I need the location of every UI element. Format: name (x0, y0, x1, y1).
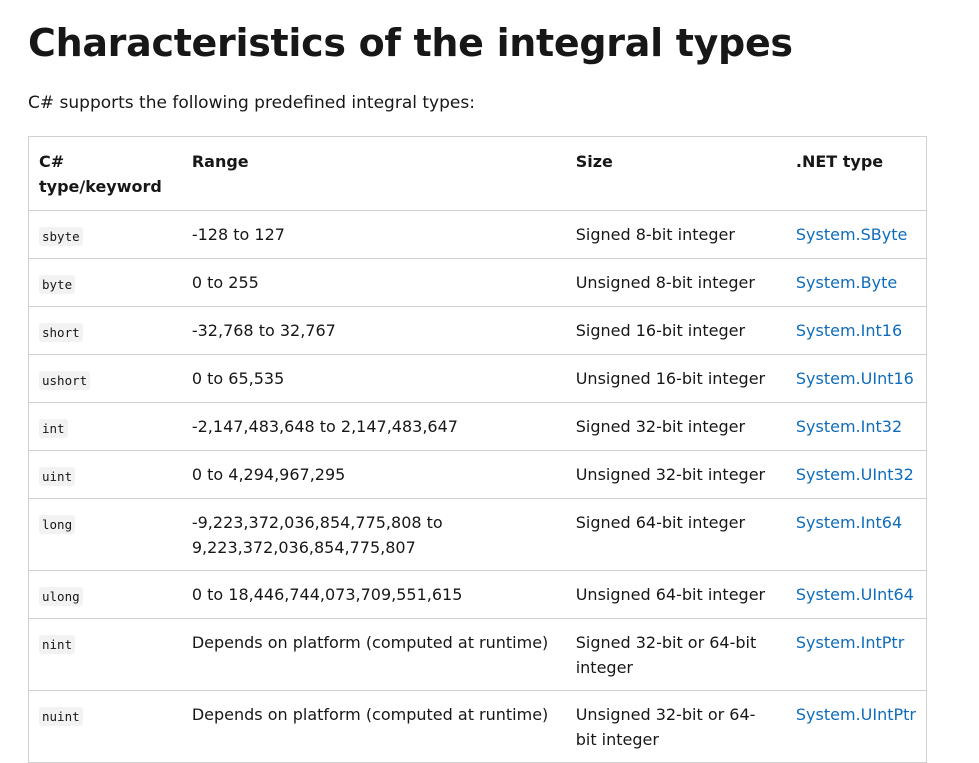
net-type-link[interactable]: System.UIntPtr (795, 705, 916, 724)
keyword-code: sbyte (39, 227, 83, 246)
keyword-cell: long (28, 498, 182, 571)
size-cell: Unsigned 64-bit integer (565, 570, 786, 619)
table-row: sbyte -128 to 127 Signed 8-bit integer S… (28, 210, 927, 259)
keyword-code: ushort (39, 371, 91, 390)
table-header-row: C# type/keyword Range Size .NET type (28, 136, 927, 211)
keyword-cell: short (28, 306, 182, 355)
size-cell: Unsigned 32-bit integer (565, 450, 786, 499)
size-cell: Signed 32-bit or 64-bit integer (565, 618, 786, 691)
header-range: Range (181, 136, 566, 211)
net-type-cell: System.UInt16 (785, 354, 927, 403)
keyword-cell: nuint (28, 690, 182, 763)
keyword-code: ulong (39, 587, 83, 606)
keyword-code: nint (39, 635, 76, 654)
table-row: int -2,147,483,648 to 2,147,483,647 Sign… (28, 402, 927, 451)
range-cell: Depends on platform (computed at runtime… (181, 690, 566, 763)
keyword-code: long (39, 515, 76, 534)
net-type-link[interactable]: System.UInt64 (795, 585, 914, 604)
net-type-link[interactable]: System.UInt32 (795, 465, 914, 484)
keyword-cell: uint (28, 450, 182, 499)
table-row: nint Depends on platform (computed at ru… (28, 618, 927, 691)
table-row: byte 0 to 255 Unsigned 8-bit integer Sys… (28, 258, 927, 307)
range-cell: 0 to 255 (181, 258, 566, 307)
intro-paragraph: C# supports the following predefined int… (28, 93, 475, 113)
net-type-cell: System.UInt64 (785, 570, 927, 619)
size-cell: Signed 16-bit integer (565, 306, 786, 355)
keyword-cell: int (28, 402, 182, 451)
keyword-cell: ushort (28, 354, 182, 403)
table-row: long -9,223,372,036,854,775,808 to 9,223… (28, 498, 927, 571)
table-row: uint 0 to 4,294,967,295 Unsigned 32-bit … (28, 450, 927, 499)
net-type-cell: System.Int32 (785, 402, 927, 451)
integral-types-table: C# type/keyword Range Size .NET type sby… (28, 136, 927, 763)
net-type-cell: System.IntPtr (785, 618, 927, 691)
net-type-link[interactable]: System.Byte (795, 273, 898, 292)
header-keyword: C# type/keyword (28, 136, 182, 211)
range-cell: 0 to 65,535 (181, 354, 566, 403)
size-cell: Signed 32-bit integer (565, 402, 786, 451)
range-cell: Depends on platform (computed at runtime… (181, 618, 566, 691)
table-row: ushort 0 to 65,535 Unsigned 16-bit integ… (28, 354, 927, 403)
keyword-code: int (39, 419, 68, 438)
table-row: short -32,768 to 32,767 Signed 16-bit in… (28, 306, 927, 355)
keyword-code: nuint (39, 707, 83, 726)
net-type-cell: System.UInt32 (785, 450, 927, 499)
keyword-cell: sbyte (28, 210, 182, 259)
range-cell: 0 to 4,294,967,295 (181, 450, 566, 499)
range-cell: -128 to 127 (181, 210, 566, 259)
net-type-link[interactable]: System.UInt16 (795, 369, 914, 388)
keyword-cell: nint (28, 618, 182, 691)
size-cell: Signed 8-bit integer (565, 210, 786, 259)
page-title: Characteristics of the integral types (28, 21, 793, 65)
net-type-link[interactable]: System.Int16 (795, 321, 903, 340)
range-cell: -9,223,372,036,854,775,808 to 9,223,372,… (181, 498, 566, 571)
range-cell: 0 to 18,446,744,073,709,551,615 (181, 570, 566, 619)
table-row: ulong 0 to 18,446,744,073,709,551,615 Un… (28, 570, 927, 619)
size-cell: Unsigned 8-bit integer (565, 258, 786, 307)
size-cell: Unsigned 32-bit or 64-bit integer (565, 690, 786, 763)
keyword-cell: byte (28, 258, 182, 307)
size-cell: Unsigned 16-bit integer (565, 354, 786, 403)
size-cell: Signed 64-bit integer (565, 498, 786, 571)
header-net-type: .NET type (785, 136, 927, 211)
net-type-link[interactable]: System.Int64 (795, 513, 903, 532)
net-type-cell: System.Int16 (785, 306, 927, 355)
net-type-cell: System.Byte (785, 258, 927, 307)
range-cell: -2,147,483,648 to 2,147,483,647 (181, 402, 566, 451)
table-row: nuint Depends on platform (computed at r… (28, 690, 927, 763)
net-type-link[interactable]: System.SByte (795, 225, 908, 244)
keyword-code: byte (39, 275, 76, 294)
keyword-code: uint (39, 467, 76, 486)
net-type-cell: System.SByte (785, 210, 927, 259)
keyword-cell: ulong (28, 570, 182, 619)
net-type-link[interactable]: System.Int32 (795, 417, 903, 436)
net-type-cell: System.UIntPtr (785, 690, 927, 763)
net-type-link[interactable]: System.IntPtr (795, 633, 905, 652)
range-cell: -32,768 to 32,767 (181, 306, 566, 355)
header-size: Size (565, 136, 786, 211)
keyword-code: short (39, 323, 83, 342)
net-type-cell: System.Int64 (785, 498, 927, 571)
